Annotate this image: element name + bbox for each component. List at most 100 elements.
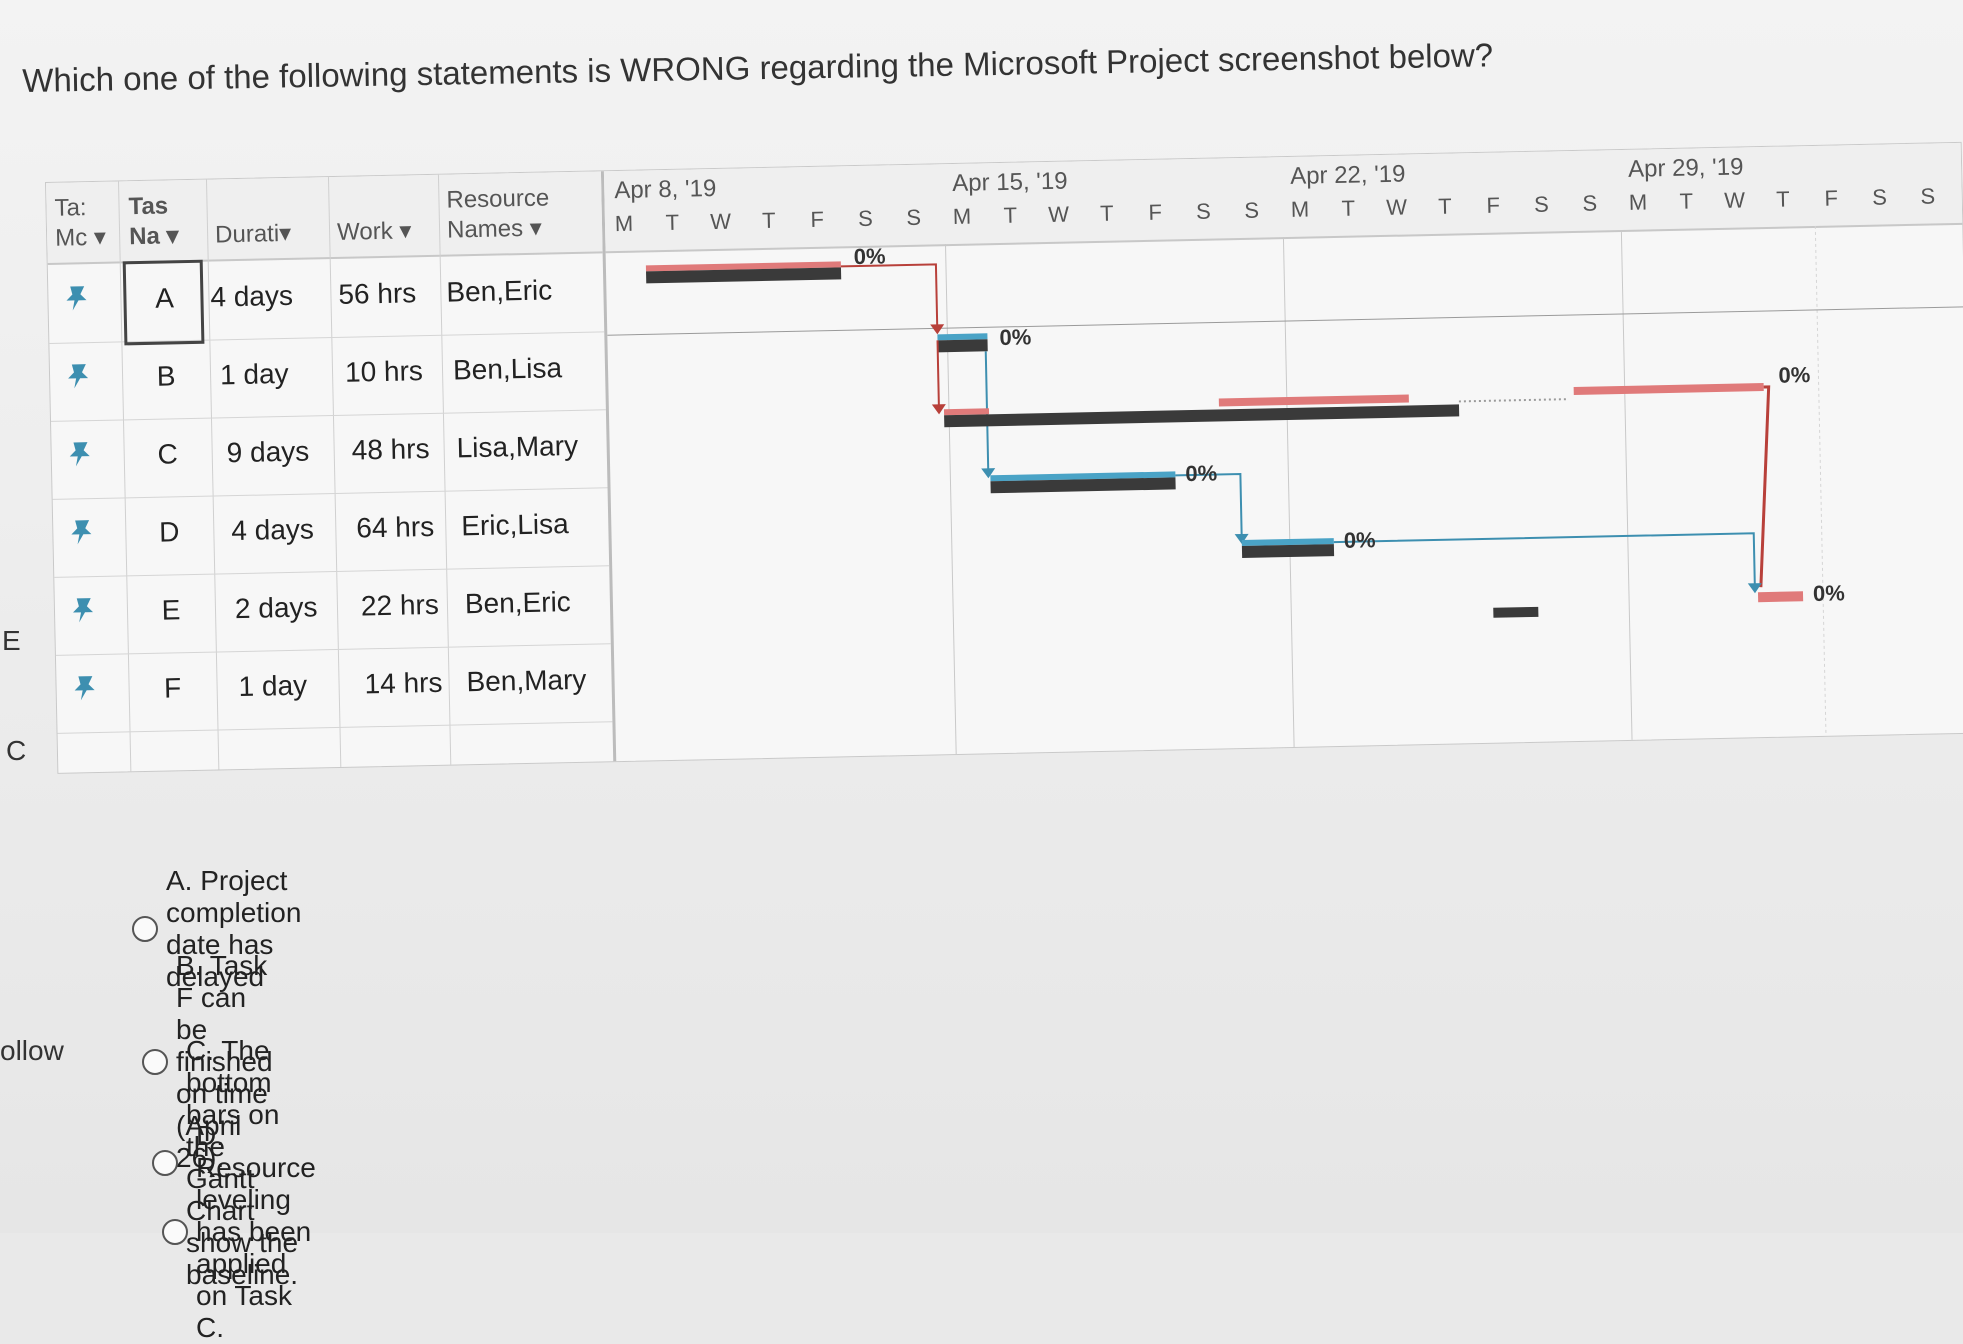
edge-text-c: C bbox=[6, 735, 27, 766]
resource-cell[interactable]: Ben,Lisa bbox=[452, 352, 563, 386]
resource-cell[interactable]: Ben,Eric bbox=[446, 274, 553, 308]
resource-cell[interactable]: Eric,Lisa bbox=[460, 508, 569, 542]
percent-complete-label: 0% bbox=[999, 324, 1031, 350]
manual-schedule-pin-icon bbox=[71, 520, 92, 545]
table-row[interactable]: F 1 day 14 hrs Ben,Mary bbox=[55, 643, 613, 734]
link-arrowhead bbox=[1234, 533, 1249, 545]
task-name-cell[interactable]: F bbox=[163, 672, 182, 704]
option-b[interactable]: B. Task F can be finished on time (April… bbox=[142, 950, 273, 1174]
link-c-to-f bbox=[1759, 385, 1771, 588]
task-name-cell[interactable]: C bbox=[157, 438, 179, 470]
header-task-mode-line2[interactable]: Mc ▾ bbox=[54, 223, 107, 252]
task-d-baseline-bar bbox=[990, 471, 1176, 482]
header-duration[interactable]: Durati▾ bbox=[214, 219, 292, 249]
task-name-cell[interactable]: B bbox=[156, 360, 176, 392]
duration-cell[interactable]: 9 days bbox=[226, 435, 310, 469]
header-resource-line2[interactable]: Names ▾ bbox=[446, 214, 543, 244]
radio-button-icon[interactable] bbox=[162, 1219, 188, 1245]
selected-cell-outline bbox=[122, 259, 205, 346]
deadline-gridline bbox=[1814, 225, 1827, 736]
duration-cell[interactable]: 1 day bbox=[238, 669, 308, 703]
link-e-to-f bbox=[1333, 532, 1756, 588]
manual-schedule-pin-icon bbox=[74, 676, 95, 701]
link-arrowhead bbox=[981, 468, 996, 479]
task-table-header: Ta: Mc ▾ Tas Na ▾ Durati▾ Work ▾ Resourc… bbox=[46, 171, 603, 265]
task-b-baseline-bar bbox=[937, 333, 988, 341]
header-task-mode-line1: Ta: bbox=[54, 194, 87, 222]
link-arrowhead bbox=[1747, 583, 1762, 594]
task-c-baseline-bar bbox=[943, 408, 990, 416]
table-row[interactable]: E 2 days 22 hrs Ben,Eric bbox=[54, 565, 611, 656]
link-a-to-b bbox=[840, 263, 939, 327]
task-e-bar bbox=[1241, 544, 1335, 559]
task-d-bar bbox=[990, 477, 1176, 494]
task-a-baseline-bar bbox=[645, 261, 841, 272]
link-d-to-e bbox=[1175, 473, 1243, 539]
percent-complete-label: 0% bbox=[1344, 527, 1376, 553]
option-a-label: A. Project completion date has delayed bbox=[166, 865, 302, 992]
task-c-bar bbox=[944, 404, 1460, 428]
link-arrowhead bbox=[931, 404, 946, 415]
option-d-label: D. Resource leveling has been applied on… bbox=[196, 1120, 316, 1343]
task-table: Ta: Mc ▾ Tas Na ▾ Durati▾ Work ▾ Resourc… bbox=[46, 171, 617, 773]
manual-schedule-pin-icon bbox=[69, 442, 90, 467]
resource-cell[interactable]: Lisa,Mary bbox=[456, 429, 579, 464]
percent-complete-label: 0% bbox=[1185, 461, 1217, 487]
manual-schedule-pin-icon bbox=[73, 598, 94, 623]
option-d[interactable]: D. Resource leveling has been applied on… bbox=[162, 1120, 316, 1344]
task-c-extended-bar bbox=[1573, 383, 1764, 396]
percent-complete-label: 0% bbox=[1813, 580, 1845, 606]
task-name-cell[interactable]: E bbox=[161, 594, 181, 626]
link-arrowhead bbox=[930, 324, 945, 335]
week-gridline bbox=[944, 244, 957, 755]
week-gridline bbox=[1282, 237, 1295, 747]
row-separator bbox=[607, 306, 1963, 336]
header-task-name-line1: Tas bbox=[128, 192, 169, 221]
work-cell[interactable]: 48 hrs bbox=[351, 433, 430, 466]
radio-button-icon[interactable] bbox=[132, 916, 158, 942]
week-gridline bbox=[1620, 229, 1633, 740]
percent-complete-label: 0% bbox=[1778, 362, 1810, 388]
duration-cell[interactable]: 2 days bbox=[234, 591, 318, 625]
work-cell[interactable]: 22 hrs bbox=[360, 588, 440, 622]
radio-button-icon[interactable] bbox=[142, 1049, 168, 1075]
gantt-bars-area: 0% 0% 0% 0% 0% 0% bbox=[607, 225, 1963, 755]
option-b-label: B. Task F can be finished on time (April… bbox=[176, 950, 273, 1173]
task-a-bar bbox=[646, 267, 842, 284]
task-c-slack-line bbox=[1458, 398, 1569, 403]
task-b-bar bbox=[937, 339, 988, 353]
task-f-baseline-bar bbox=[1493, 606, 1539, 618]
manual-schedule-pin-icon bbox=[68, 364, 89, 389]
header-work[interactable]: Work ▾ bbox=[336, 217, 412, 246]
radio-button-icon[interactable] bbox=[152, 1150, 178, 1176]
task-c-baseline-bar bbox=[1218, 394, 1409, 407]
manual-schedule-pin-icon bbox=[66, 286, 87, 311]
question-text: Which one of the following statements is… bbox=[22, 36, 1494, 99]
link-b-to-c bbox=[936, 340, 940, 410]
header-resource-line1: Resource bbox=[446, 184, 550, 214]
table-row[interactable]: D 4 days 64 hrs Eric,Lisa bbox=[52, 487, 610, 578]
edge-text-e: E bbox=[2, 625, 21, 656]
work-cell[interactable]: 10 hrs bbox=[344, 355, 424, 388]
task-name-cell[interactable]: D bbox=[158, 516, 180, 548]
duration-cell[interactable]: 4 days bbox=[210, 279, 294, 313]
task-f-bar bbox=[1757, 591, 1804, 603]
duration-cell[interactable]: 1 day bbox=[219, 357, 289, 391]
work-cell[interactable]: 14 hrs bbox=[364, 666, 443, 700]
option-a[interactable]: A. Project completion date has delayed bbox=[132, 865, 301, 993]
edge-text-follow: ollow bbox=[0, 1035, 64, 1066]
table-row[interactable]: B 1 day 10 hrs Ben,Lisa bbox=[49, 331, 606, 422]
work-cell[interactable]: 56 hrs bbox=[338, 277, 417, 310]
resource-cell[interactable]: Ben,Mary bbox=[466, 663, 587, 698]
percent-complete-label: 0% bbox=[853, 243, 885, 269]
table-row[interactable]: C 9 days 48 hrs Lisa,Mary bbox=[51, 409, 608, 500]
work-cell[interactable]: 64 hrs bbox=[355, 510, 435, 544]
duration-cell[interactable]: 4 days bbox=[231, 513, 315, 547]
header-task-name-line2[interactable]: Na ▾ bbox=[128, 222, 179, 251]
task-e-baseline-bar bbox=[1241, 538, 1334, 547]
resource-cell[interactable]: Ben,Eric bbox=[464, 586, 572, 620]
ms-project-view: Ta: Mc ▾ Tas Na ▾ Durati▾ Work ▾ Resourc… bbox=[45, 141, 1963, 774]
table-row[interactable]: A 4 days 56 hrs Ben,Eric bbox=[47, 253, 605, 344]
gantt-chart: Apr 8, '19 Apr 15, '19 Apr 22, '19 Apr 2… bbox=[603, 142, 1963, 761]
